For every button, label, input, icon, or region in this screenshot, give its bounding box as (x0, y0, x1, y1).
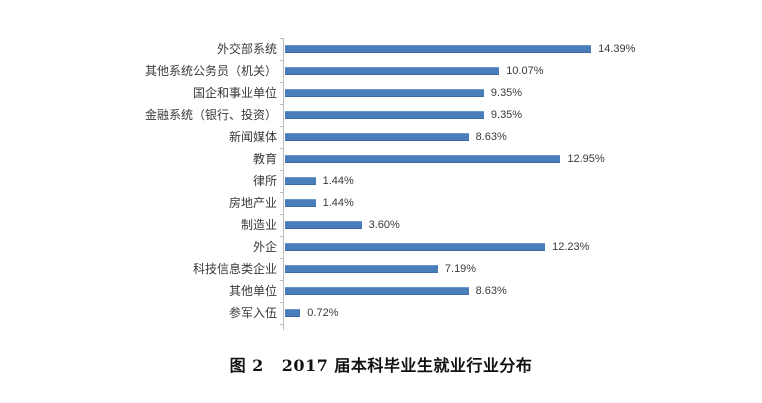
data-label: 9.35% (490, 109, 523, 121)
axis-tick (280, 60, 284, 61)
axis-tick (280, 192, 284, 193)
category-label: 房地产业 (228, 196, 277, 210)
category-label: 外交部系统 (216, 42, 277, 56)
category-label: 外企 (252, 240, 277, 254)
bar (285, 287, 469, 295)
category-label: 科技信息类企业 (192, 262, 277, 276)
bar (285, 309, 301, 317)
axis-tick (280, 104, 284, 105)
axis-tick (280, 38, 284, 39)
bar (285, 45, 592, 53)
data-label: 8.63% (475, 285, 507, 297)
data-label: 10.07% (506, 65, 544, 77)
category-labels: 外交部系统其他系统公务员（机关） 国企和事业单位金融系统（银行、投资） 新闻媒体教育… (0, 0, 277, 340)
data-label: 0.72% (307, 307, 339, 319)
category-label: 律所 (252, 174, 277, 188)
category-label: 参军入伍 (228, 306, 277, 320)
category-label: 其他系统公务员（机关） (144, 64, 277, 78)
bar (285, 89, 484, 97)
axis-tick (280, 170, 284, 171)
axis-tick (280, 126, 284, 127)
bar (285, 67, 500, 75)
axis-tick (280, 302, 284, 303)
bar (285, 133, 469, 141)
data-label: 9.35% (490, 87, 523, 99)
bar-chart: 外交部系统其他系统公务员（机关） 国企和事业单位金融系统（银行、投资） 新闻媒体教育… (0, 0, 636, 340)
data-label: 12.23% (552, 241, 590, 253)
axis-tick (280, 280, 284, 281)
data-label: 7.19% (444, 263, 477, 275)
axis-tick (280, 82, 284, 83)
figure-number: 图 2 (229, 356, 264, 375)
category-label: 新闻媒体 (228, 130, 277, 144)
data-label: 1.44% (322, 175, 354, 187)
category-label: 其他单位 (228, 284, 277, 298)
data-label: 3.60% (368, 219, 400, 231)
figure-title: 2017 届本科毕业生就业行业分布 (281, 356, 533, 375)
data-label: 12.95% (567, 153, 605, 165)
axis-tick (280, 214, 284, 215)
bar (285, 111, 484, 119)
category-label: 教育 (252, 152, 277, 166)
y-axis-line (283, 38, 284, 330)
axis-tick (280, 258, 284, 259)
bar (285, 243, 546, 251)
bar (285, 177, 316, 185)
bar (285, 199, 316, 207)
data-label: 14.39% (598, 43, 636, 55)
axis-tick (280, 148, 284, 149)
category-label: 金融系统（银行、投资） (144, 108, 277, 122)
bar (285, 221, 362, 229)
bar (285, 265, 438, 273)
axis-tick (280, 324, 284, 325)
axis-tick (280, 236, 284, 237)
data-label: 1.44% (322, 197, 354, 209)
figure-caption: 图 2 2017 届本科毕业生就业行业分布 (0, 352, 762, 376)
category-label: 国企和事业单位 (192, 86, 277, 100)
bar (285, 155, 561, 163)
data-label: 8.63% (475, 131, 507, 143)
category-label: 制造业 (240, 218, 277, 232)
